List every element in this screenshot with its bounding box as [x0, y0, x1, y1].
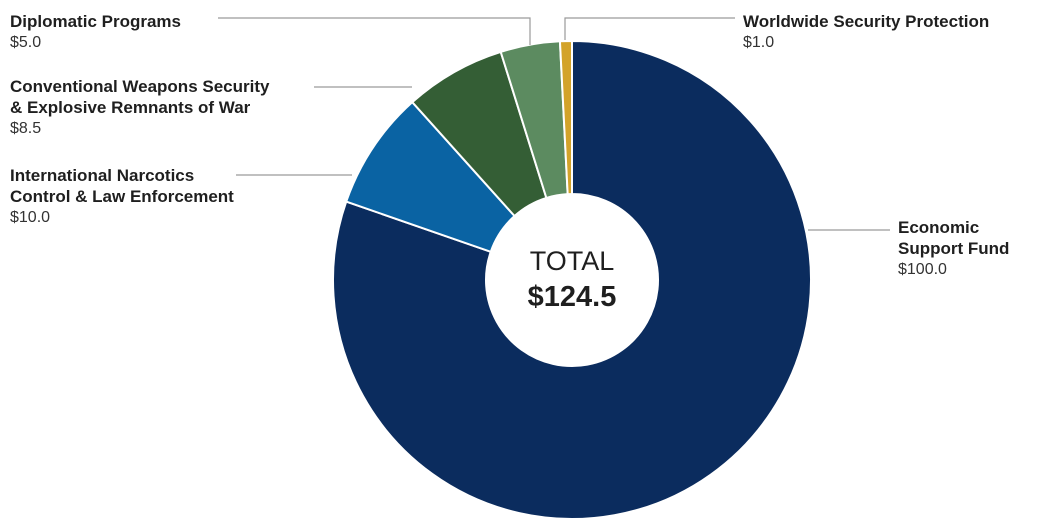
slice-label-name: Worldwide Security Protection — [743, 12, 990, 31]
slice-label-name: Economic Support Fund — [898, 218, 1010, 258]
leader-worldwide-security — [564, 17, 735, 40]
slice-label-value: $100.0 — [898, 261, 947, 278]
slice-label-name: Conventional Weapons Security & Explosiv… — [10, 77, 270, 117]
label-diplomatic-programs: Diplomatic Programs $5.0 — [10, 11, 181, 53]
center-total-title: TOTAL — [529, 246, 615, 276]
leader-lines — [218, 17, 890, 231]
center-total-value: $124.5 — [527, 281, 617, 313]
slice-label-value: $8.5 — [10, 120, 42, 137]
slice-label-name: Diplomatic Programs — [10, 12, 181, 31]
slice-label-value: $1.0 — [743, 34, 775, 51]
label-international-narcotics: International Narcotics Control & Law En… — [10, 165, 234, 228]
slice-label-value: $5.0 — [10, 34, 42, 51]
leader-diplomatic-programs — [218, 17, 531, 45]
label-worldwide-security: Worldwide Security Protection $1.0 — [743, 11, 989, 53]
slice-label-value: $10.0 — [10, 209, 51, 226]
label-economic-support-fund: Economic Support Fund $100.0 — [898, 217, 1009, 280]
donut-slices — [332, 39, 812, 520]
label-conventional-weapons: Conventional Weapons Security & Explosiv… — [10, 76, 269, 139]
slice-label-name: International Narcotics Control & Law En… — [10, 166, 234, 206]
donut-hole — [486, 194, 658, 366]
